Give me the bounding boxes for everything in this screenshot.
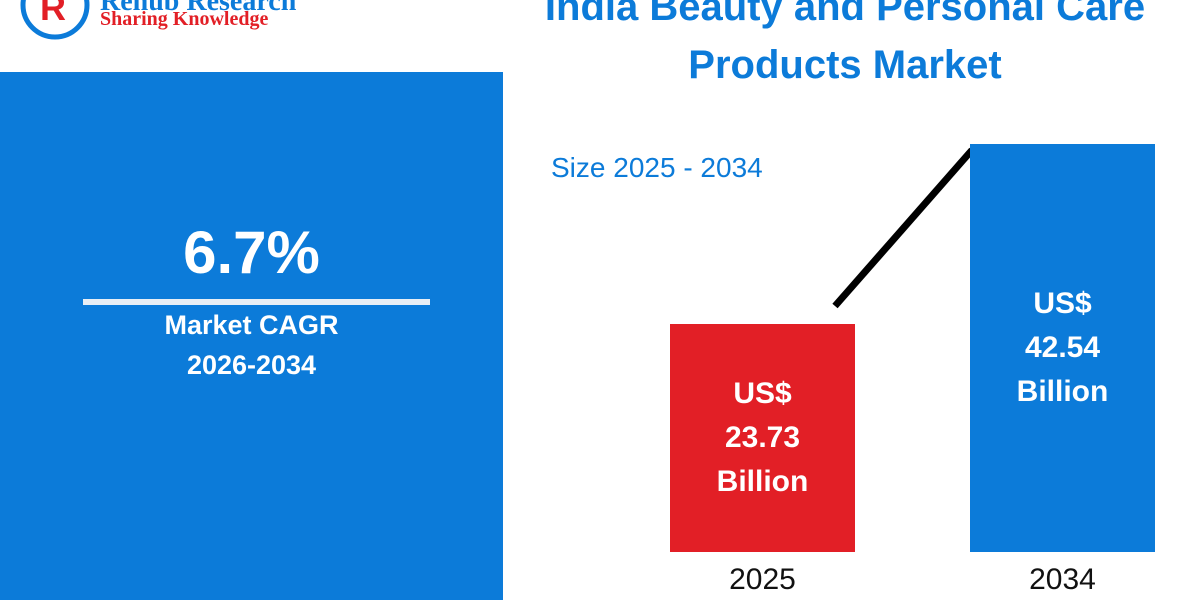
x-tick-label: 2034 — [1029, 563, 1096, 596]
logo-name: Renub Research — [100, 0, 297, 17]
kpi-value: 6.7% — [183, 219, 320, 286]
bar — [970, 143, 1155, 552]
chart-title: India Beauty and Personal Care Products … — [544, 0, 1146, 87]
chart-subtitle: Size 2025 - 2034 — [551, 152, 763, 183]
svg-text:R: R — [40, 0, 66, 28]
bar — [670, 324, 855, 552]
x-tick-label: 2025 — [729, 563, 796, 596]
value-label: US$ 42.54 Billion — [1016, 286, 1109, 408]
kpi-divider — [83, 299, 430, 305]
kpi-label: Market CAGR — [164, 310, 339, 340]
value-label: US$ 23.73 Billion — [716, 377, 809, 499]
kpi-panel — [0, 72, 503, 600]
logo-tagline: Sharing Knowledge — [100, 8, 269, 30]
logo-icon: R — [20, 0, 90, 40]
kpi-period: 2026-2034 — [186, 350, 317, 380]
